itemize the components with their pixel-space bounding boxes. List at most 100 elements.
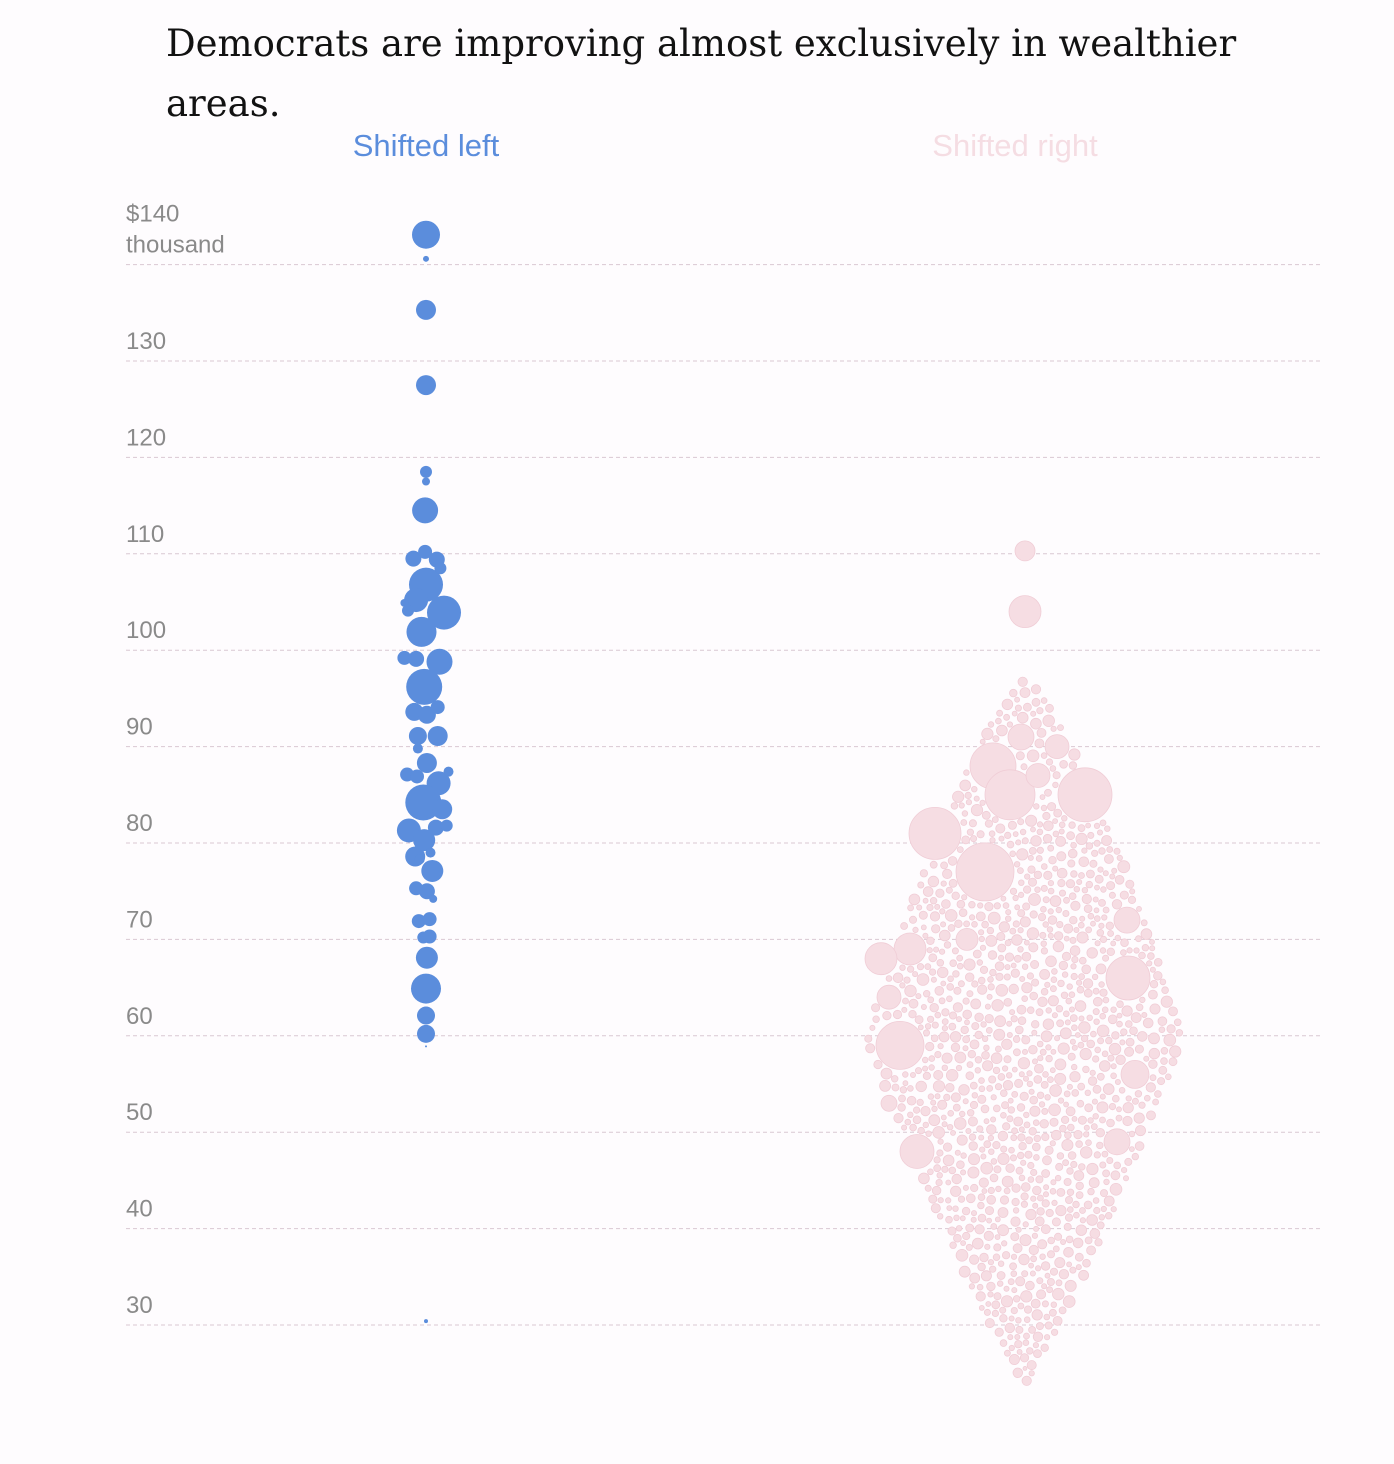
shifted-right-point [1006,840,1015,849]
shifted-right-point [1030,1020,1040,1029]
shifted-right-point [1093,822,1101,830]
shifted-right-point [997,1130,1009,1142]
shifted-right-point [963,958,976,971]
shifted-right-point [931,1021,939,1029]
shifted-right-point [1110,1063,1117,1070]
shifted-right-point [981,727,994,741]
shifted-right-point [1096,1024,1110,1038]
shifted-right-point [1004,831,1012,840]
shifted-right-point [1111,1031,1120,1040]
shifted-right-point [1064,1279,1077,1292]
shifted-right-point [979,799,986,806]
shifted-right-point [1134,1044,1144,1054]
shifted-right-point [1068,821,1076,829]
shifted-right-point [1046,926,1054,933]
shifted-right-point [970,835,978,843]
shifted-left-point [408,650,425,667]
shifted-right-point [963,920,970,928]
shifted-right-point [1133,947,1140,954]
shifted-right-point [1003,1285,1010,1292]
shifted-right-point [1025,814,1038,827]
shifted-left-point [405,550,422,567]
shifted-right-point [943,941,952,949]
shifted-left-point [408,726,427,745]
shifted-right-point [994,1015,1006,1028]
shifted-right-point [966,990,974,998]
shifted-right-point [1078,856,1090,868]
shifted-right-point [1099,988,1108,997]
shifted-right-point [997,1073,1006,1081]
shifted-right-point [1093,839,1101,847]
shifted-right-point [1019,828,1027,836]
shifted-right-point [1043,820,1054,832]
shifted-right-point [1084,1089,1091,1096]
shifted-right-point [1009,887,1018,895]
shifted-right-point [1094,915,1101,922]
shifted-right-point [1037,1055,1044,1062]
shifted-right-point [1026,1070,1033,1077]
shifted-right-point [1098,922,1105,929]
shifted-right-point [948,878,958,888]
shifted-right-point [1076,879,1083,886]
shifted-right-point [924,1023,932,1030]
shifted-right-point [1094,884,1100,891]
shifted-right-point [942,1154,955,1167]
shifted-right-point [931,924,941,934]
shifted-right-point [927,996,935,1004]
shifted-right-point [1040,987,1049,996]
shifted-right-point [1102,1169,1110,1178]
shifted-right-point [992,735,1000,743]
shifted-right-point [1026,927,1040,940]
shifted-right-point [1076,931,1089,944]
shifted-right-point [1017,909,1026,918]
shifted-right-point [1000,1112,1007,1119]
shifted-right-point [893,1113,904,1124]
shifted-right-point [1018,1141,1027,1151]
shifted-right-point [1012,1243,1023,1254]
shifted-right-point [956,1160,965,1169]
shifted-right-point [1116,1020,1123,1028]
shifted-right-point [985,935,998,947]
shifted-right-point [1017,1151,1025,1160]
shifted-right-point [1030,710,1037,717]
shifted-right-point [1042,921,1049,928]
shifted-right-point [965,1071,975,1080]
shifted-right-point [1054,1232,1063,1241]
shifted-right-point [922,1065,929,1072]
shifted-right-point [944,909,958,922]
shifted-right-point [1015,751,1025,761]
shifted-right-point [964,1019,970,1026]
shifted-right-point [968,1254,980,1265]
shifted-right-point [908,807,962,860]
shifted-left-point [440,819,453,832]
shifted-right-point [933,1156,941,1164]
shifted-right-point [1038,1101,1046,1108]
shifted-right-point [983,1308,991,1316]
shifted-right-point [1144,1094,1151,1102]
shifted-right-point [1001,1251,1011,1260]
shifted-right-point [1148,1059,1158,1069]
y-tick-unit-label: thousand [126,232,225,259]
shifted-right-point [898,1094,906,1103]
shifted-right-point [1023,1332,1030,1340]
shifted-right-point [1085,1139,1092,1146]
shifted-right-point [994,1216,1001,1223]
shifted-right-point [1086,1039,1095,1049]
shifted-right-point [1052,940,1065,953]
shifted-right-point [1023,939,1030,946]
shifted-right-point [1016,1004,1027,1015]
shifted-right-point [1129,1146,1135,1152]
shifted-right-point [916,973,930,986]
shifted-right-point [1078,1163,1086,1171]
shifted-right-point [1074,1252,1084,1262]
shifted-right-point [1116,1106,1122,1113]
shifted-right-point [945,1179,952,1186]
shifted-right-point [1059,1124,1067,1133]
shifted-right-point [1022,1366,1028,1371]
shifted-right-point [903,976,911,984]
shifted-right-point [918,910,928,920]
shifted-right-point [953,1214,960,1221]
shifted-right-point [1056,1152,1065,1160]
shifted-right-point [990,1158,998,1165]
shifted-right-point [937,1138,944,1145]
